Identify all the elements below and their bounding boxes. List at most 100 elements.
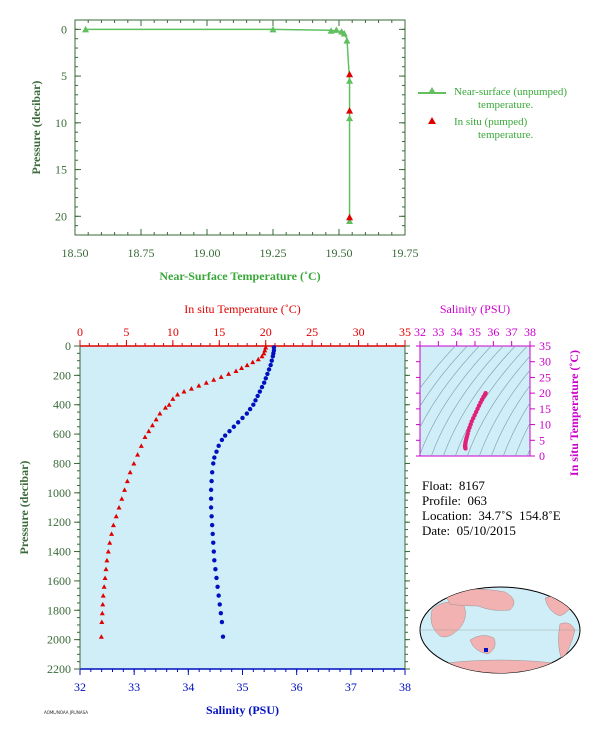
profile-number: Profile: 063 bbox=[422, 493, 487, 508]
top-x-tick-label: 19.25 bbox=[260, 246, 287, 260]
temperature-point bbox=[99, 610, 105, 616]
salinity-point bbox=[220, 634, 226, 639]
density-contour bbox=[420, 346, 492, 456]
salinity-point bbox=[208, 496, 214, 501]
temp-tick-label: 0 bbox=[77, 325, 83, 339]
density-contour bbox=[467, 355, 530, 456]
top-x-axis-title: Near-Surface Temperature (˚C) bbox=[159, 269, 320, 283]
temp-tick-label: 20 bbox=[260, 325, 272, 339]
ts-y-tick-label: 10 bbox=[539, 418, 551, 432]
salinity-point bbox=[211, 549, 216, 554]
pumped-marker bbox=[346, 70, 354, 78]
temperature-point bbox=[211, 377, 217, 382]
salinity-point bbox=[269, 358, 274, 363]
ts-y-tick-label: 30 bbox=[539, 355, 551, 369]
salinity-point bbox=[211, 540, 216, 545]
sal-tick-label: 33 bbox=[128, 680, 140, 694]
temperature-point bbox=[103, 566, 109, 572]
salinity-point bbox=[217, 602, 222, 607]
float-id: Float: 8167 bbox=[422, 478, 485, 493]
temperature-point bbox=[119, 496, 125, 501]
temperature-point bbox=[102, 575, 108, 580]
temperature-point bbox=[250, 359, 256, 365]
pressure-tick-label: 0 bbox=[65, 339, 71, 353]
ts-y-tick-label: 5 bbox=[539, 433, 545, 447]
temperature-point bbox=[131, 460, 137, 466]
salinity-point bbox=[214, 575, 219, 581]
ts-y-tick-label: 0 bbox=[539, 449, 545, 463]
salinity-point bbox=[218, 611, 224, 616]
unpumped-marker bbox=[340, 30, 348, 37]
pressure-tick-label: 1800 bbox=[47, 603, 71, 617]
temperature-point bbox=[116, 505, 122, 510]
temperature-point bbox=[259, 353, 265, 359]
sal-tick-label: 36 bbox=[291, 680, 303, 694]
top-x-tick-label: 18.50 bbox=[62, 246, 89, 260]
pressure-tick-label: 1200 bbox=[47, 515, 71, 529]
unpumped-temperature-line bbox=[85, 28, 351, 221]
pressure-axis-title: Pressure (decibar) bbox=[17, 461, 31, 555]
salinity-point bbox=[240, 415, 245, 421]
float-position-marker bbox=[484, 648, 488, 652]
sal-tick-label: 37 bbox=[345, 680, 357, 694]
sal-tick-label: 35 bbox=[237, 680, 249, 694]
salinity-point bbox=[268, 362, 273, 368]
top-plot-frame bbox=[74, 19, 406, 236]
salinity-point bbox=[227, 428, 232, 434]
ts-x-tick-label: 38 bbox=[524, 325, 536, 339]
density-contour bbox=[503, 402, 530, 456]
unpumped-marker bbox=[346, 217, 354, 224]
near-surface-temperature-chart: 18.50 18.75 19.00 19.25 19.50 19.75 0 5 10 15 20 Ne… bbox=[29, 19, 419, 283]
salinity-point bbox=[212, 455, 217, 460]
pressure-tick-label: 800 bbox=[53, 456, 71, 470]
salinity-point bbox=[253, 398, 258, 403]
temperature-point bbox=[105, 549, 111, 554]
density-contour bbox=[420, 346, 468, 407]
salinity-point bbox=[209, 478, 214, 484]
temperature-point bbox=[122, 487, 128, 492]
temperature-point bbox=[135, 452, 141, 457]
density-contour bbox=[515, 422, 530, 456]
sal-tick-label: 34 bbox=[182, 680, 194, 694]
top-x-tick-label: 19.50 bbox=[326, 246, 353, 260]
temperature-point bbox=[262, 347, 268, 353]
float-location-map bbox=[419, 586, 581, 674]
temperature-point bbox=[109, 531, 115, 536]
salinity-point bbox=[208, 487, 214, 493]
salinity-point bbox=[261, 380, 267, 385]
ts-x-axis-title: Salinity (PSU) bbox=[440, 302, 510, 316]
temperature-point bbox=[110, 522, 116, 528]
density-contour bbox=[479, 369, 530, 456]
pumped-marker bbox=[346, 213, 354, 221]
ts-x-tick-label: 37 bbox=[506, 325, 518, 339]
salinity-point bbox=[222, 433, 228, 438]
pressure-tick-label: 2000 bbox=[47, 633, 71, 647]
ts-plot-frame bbox=[419, 345, 531, 457]
top-x-tick-label: 19.00 bbox=[194, 246, 221, 260]
temperature-point bbox=[244, 362, 250, 368]
salinity-point bbox=[257, 389, 263, 394]
top-y-axis-title: Pressure (decibar) bbox=[29, 81, 43, 175]
sal-tick-label: 38 bbox=[399, 680, 411, 694]
unpumped-marker bbox=[327, 27, 335, 34]
density-contour bbox=[431, 346, 504, 456]
top-y-tick-label: 5 bbox=[61, 69, 67, 83]
salinity-point bbox=[212, 558, 217, 563]
temperature-point bbox=[196, 383, 202, 388]
temp-axis-title: In situ Temperature (˚C) bbox=[184, 302, 301, 316]
pumped-marker bbox=[346, 107, 354, 114]
salinity-point bbox=[235, 420, 241, 425]
salinity-point bbox=[214, 449, 219, 454]
salinity-point bbox=[219, 619, 225, 625]
temperature-point bbox=[226, 371, 232, 376]
top-x-tick-label: 18.75 bbox=[128, 246, 155, 260]
temperature-point bbox=[233, 368, 239, 373]
pressure-tick-label: 1600 bbox=[47, 574, 71, 588]
unpumped-marker bbox=[269, 25, 277, 33]
temperature-point bbox=[99, 619, 105, 625]
pressure-tick-label: 2200 bbox=[47, 662, 71, 676]
temperature-point bbox=[188, 386, 194, 391]
salinity-point bbox=[263, 376, 268, 381]
density-contour bbox=[420, 346, 480, 428]
